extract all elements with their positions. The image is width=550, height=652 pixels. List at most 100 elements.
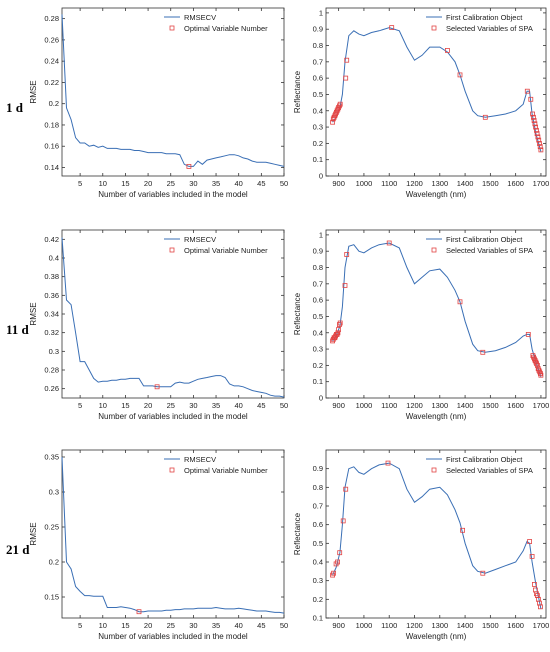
data-marker: [482, 114, 488, 120]
y-tick-label: 0: [319, 172, 323, 181]
y-tick-label: 0.1: [313, 155, 323, 164]
y-tick-label: 1: [319, 8, 323, 17]
series-line: [332, 462, 542, 609]
x-tick-label: 50: [280, 179, 288, 188]
x-tick-label: 1600: [507, 401, 524, 410]
y-tick-label: 0.28: [44, 366, 59, 375]
legend-entry: Selected Variables of SPA: [446, 466, 533, 475]
y-axis-label: Reflectance: [293, 70, 302, 113]
y-tick-label: 0.8: [313, 41, 323, 50]
data-marker: [342, 283, 348, 288]
data-marker: [335, 559, 341, 565]
y-tick-label: 0.28: [44, 14, 59, 23]
legend-entry: Optimal Variable Number: [184, 466, 268, 475]
y-tick-label: 0.3: [49, 347, 59, 356]
x-tick-label: 50: [280, 401, 288, 410]
data-marker: [538, 147, 544, 153]
x-tick-label: 1500: [482, 621, 499, 630]
x-tick-label: 1200: [406, 621, 423, 630]
x-tick-label: 15: [121, 179, 129, 188]
legend-marker-swatch: [169, 467, 175, 473]
data-marker: [480, 570, 486, 576]
data-marker: [525, 331, 531, 337]
x-tick-label: 40: [235, 179, 243, 188]
data-marker: [186, 163, 192, 169]
legend-entry: RMSECV: [184, 13, 216, 22]
y-tick-label: 0.3: [313, 345, 323, 354]
x-tick-label: 1000: [356, 621, 373, 630]
x-tick-label: 1700: [533, 621, 550, 630]
x-tick-label: 1000: [356, 401, 373, 410]
y-tick-label: 0.5: [313, 312, 323, 321]
y-tick-label: 0.7: [313, 57, 323, 66]
data-marker: [335, 106, 341, 112]
data-marker: [538, 604, 543, 610]
y-tick-label: 0.9: [313, 247, 323, 256]
y-tick-label: 0.26: [44, 384, 59, 393]
x-tick-label: 25: [167, 179, 175, 188]
x-tick-label: 1500: [482, 401, 499, 410]
y-tick-label: 0.36: [44, 291, 59, 300]
y-tick-label: 0.4: [313, 558, 323, 567]
y-tick-label: 0.9: [313, 25, 323, 34]
series-line: [332, 27, 542, 152]
data-marker: [537, 144, 543, 150]
data-marker: [386, 240, 392, 246]
x-tick-label: 900: [332, 401, 345, 410]
series-line: [61, 14, 285, 167]
x-tick-label: 10: [99, 179, 107, 188]
row-label-11d: 11 d: [6, 322, 29, 337]
data-marker: [536, 137, 542, 143]
data-marker: [385, 460, 391, 466]
y-tick-label: 0.6: [313, 74, 323, 83]
x-tick-label: 1100: [381, 179, 397, 188]
y-axis-label: Reflectance: [293, 512, 302, 555]
x-tick-label: 1100: [381, 621, 397, 630]
data-marker: [154, 384, 160, 390]
x-tick-label: 1400: [457, 179, 474, 188]
data-marker: [537, 140, 542, 146]
series-line: [332, 242, 542, 377]
data-marker: [532, 582, 537, 587]
series-line: [61, 237, 285, 398]
data-marker: [337, 550, 343, 556]
data-marker: [337, 101, 343, 107]
legend-marker-swatch: [431, 25, 437, 31]
y-tick-label: 0.25: [44, 523, 59, 532]
legend-entry: RMSECV: [184, 235, 216, 244]
data-marker: [336, 327, 342, 332]
data-marker: [343, 486, 349, 492]
x-tick-label: 25: [167, 401, 175, 410]
x-tick-label: 1300: [431, 179, 448, 188]
x-axis-label: Number of variables included in the mode…: [98, 190, 248, 199]
x-tick-label: 15: [121, 621, 129, 630]
x-tick-label: 20: [144, 621, 152, 630]
y-tick-label: 0.3: [49, 488, 59, 497]
y-axis-label: RMSE: [29, 80, 38, 103]
x-tick-label: 35: [212, 621, 220, 630]
y-tick-label: 0.42: [44, 235, 59, 244]
y-tick-label: 0.6: [313, 296, 323, 305]
data-marker: [532, 121, 538, 127]
y-tick-label: 0.3: [313, 123, 323, 132]
data-marker: [335, 330, 341, 336]
y-axis-label: RMSE: [29, 522, 38, 545]
data-marker: [333, 111, 339, 117]
legend-marker-swatch: [169, 25, 175, 31]
x-tick-label: 20: [144, 401, 152, 410]
y-tick-label: 0.15: [44, 593, 59, 602]
x-axis-label: Wavelength (nm): [406, 412, 467, 421]
x-tick-label: 900: [332, 621, 345, 630]
data-marker: [529, 554, 535, 559]
y-tick-label: 0.7: [313, 279, 323, 288]
y-tick-label: 0.32: [44, 328, 59, 337]
x-tick-label: 45: [257, 621, 265, 630]
data-marker: [344, 252, 350, 257]
legend-entry: First Calibration Object: [446, 455, 523, 464]
x-tick-label: 45: [257, 179, 265, 188]
x-tick-label: 5: [78, 401, 82, 410]
plot-frame: [61, 449, 285, 619]
y-tick-label: 0.14: [44, 163, 59, 172]
x-tick-label: 1400: [457, 401, 474, 410]
